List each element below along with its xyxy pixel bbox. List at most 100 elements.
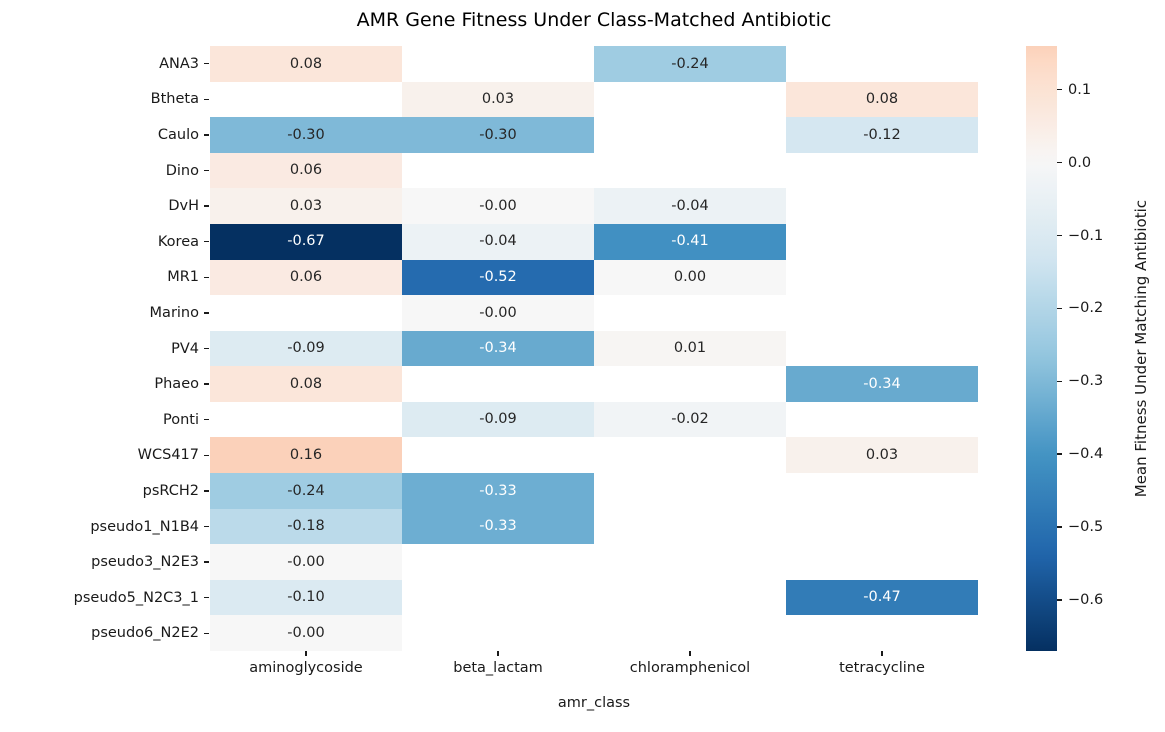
- row-label-row: MR1: [0, 260, 209, 296]
- heatmap-cell: 0.06: [210, 259, 402, 296]
- row-label: pseudo6_N2E2: [91, 625, 199, 642]
- y-axis-labels: ANA3 Btheta Caulo Dino DvH Korea MR1 Marino PV4 P…: [0, 46, 209, 651]
- colorbar-tick: 0.1: [1057, 82, 1091, 98]
- row-label-row: Ponti: [0, 402, 209, 438]
- row-label-row: Dino: [0, 153, 209, 189]
- row-label-row: Btheta: [0, 82, 209, 118]
- heatmap-cell: -0.00: [402, 188, 594, 224]
- heatmap-cell: [594, 366, 786, 402]
- heatmap-cell: -0.33: [402, 508, 594, 545]
- colorbar-ticks: 0.1 0.0 −0.1 −0.2 −0.3 −0.4 −0.5 −0.6: [1057, 46, 1165, 651]
- row-label: Korea: [157, 233, 199, 250]
- heatmap-cell: [594, 81, 786, 118]
- colorbar-tick: −0.1: [1057, 228, 1103, 244]
- colorbar: [1026, 46, 1057, 651]
- heatmap-cell: -0.00: [402, 295, 594, 331]
- heatmap-cell: 0.03: [402, 81, 594, 118]
- colorbar-tick: −0.3: [1057, 373, 1103, 389]
- heatmap-cell: -0.12: [786, 117, 978, 153]
- heatmap-cell: [594, 117, 786, 153]
- x-tick: [689, 651, 691, 656]
- colorbar-tick-label: −0.3: [1068, 373, 1104, 390]
- heatmap-cell: -0.00: [210, 544, 402, 580]
- heatmap-cell: [594, 508, 786, 545]
- row-label: Caulo: [157, 126, 199, 143]
- row-label: pseudo3_N2E3: [91, 554, 199, 571]
- y-tick: [204, 312, 209, 314]
- heatmap-cell: 0.16: [210, 437, 402, 474]
- colorbar-label: Mean Fitness Under Matching Antibiotic: [1132, 199, 1150, 498]
- colorbar-tick: −0.6: [1057, 592, 1103, 608]
- colorbar-tick-mark: [1057, 453, 1062, 455]
- colorbar-tick-mark: [1057, 307, 1062, 310]
- row-label: PV4: [171, 340, 199, 357]
- y-tick: [204, 98, 209, 101]
- y-tick: [204, 241, 209, 243]
- row-label: pseudo5_N2C3_1: [73, 589, 199, 606]
- y-tick: [204, 632, 209, 634]
- colorbar-tick: −0.4: [1057, 446, 1103, 462]
- heatmap-cell: [210, 401, 402, 438]
- row-label-row: pseudo1_N1B4: [0, 509, 209, 545]
- column-label-col: chloramphenicol: [594, 651, 786, 691]
- heatmap-cell: -0.24: [210, 473, 402, 509]
- heatmap-cell: 0.08: [210, 366, 402, 402]
- row-label-row: Phaeo: [0, 366, 209, 402]
- column-label: tetracycline: [839, 660, 925, 676]
- heatmap-cell: [210, 81, 402, 118]
- row-label-row: pseudo6_N2E2: [0, 616, 209, 652]
- heatmap-cell: -0.00: [210, 615, 402, 651]
- heatmap-cell: -0.09: [210, 330, 402, 367]
- colorbar-tick-label: 0.0: [1068, 154, 1092, 171]
- heatmap-cell: [786, 508, 978, 545]
- heatmap-cell: [402, 366, 594, 402]
- y-tick: [204, 63, 209, 65]
- row-label: Btheta: [150, 91, 199, 108]
- heatmap-cell: [594, 152, 786, 189]
- colorbar-label-wrap: Mean Fitness Under Matching Antibiotic: [1120, 46, 1162, 651]
- colorbar-tick-label: −0.1: [1068, 227, 1104, 244]
- colorbar-tick-label: 0.1: [1068, 81, 1092, 98]
- heatmap-cell: -0.30: [402, 117, 594, 153]
- colorbar-tick-label: −0.2: [1068, 300, 1104, 317]
- row-label-row: pseudo3_N2E3: [0, 544, 209, 580]
- heatmap-cell: [786, 259, 978, 296]
- heatmap-cell: 0.08: [786, 81, 978, 118]
- heatmap-cell: [594, 615, 786, 651]
- row-label-row: ANA3: [0, 46, 209, 82]
- colorbar-tick-label: −0.5: [1068, 519, 1104, 536]
- heatmap: 0.08 -0.24 0.03 0.08 -0.30 -0.30 -0.12 0.06 0.03…: [210, 46, 978, 651]
- heatmap-cell: -0.04: [594, 188, 786, 224]
- x-axis-labels: aminoglycoside beta_lactam chloramphenicol…: [210, 651, 978, 691]
- heatmap-cell: [210, 295, 402, 331]
- heatmap-cell: [786, 473, 978, 509]
- heatmap-cell: [786, 46, 978, 82]
- x-tick: [497, 651, 499, 656]
- colorbar-tick-mark: [1057, 234, 1062, 237]
- heatmap-cell: [402, 615, 594, 651]
- heatmap-cell: -0.41: [594, 223, 786, 260]
- heatmap-cell: 0.03: [210, 188, 402, 224]
- heatmap-cell: -0.04: [402, 223, 594, 260]
- row-label-row: Caulo: [0, 117, 209, 153]
- row-label-row: WCS417: [0, 438, 209, 474]
- x-axis-title: amr_class: [557, 695, 631, 711]
- heatmap-cell: 0.01: [594, 330, 786, 367]
- heatmap-cell: [594, 579, 786, 616]
- heatmap-cell: -0.02: [594, 401, 786, 438]
- heatmap-cell: -0.52: [402, 259, 594, 296]
- heatmap-cell: 0.06: [210, 152, 402, 189]
- colorbar-tick-mark: [1057, 89, 1062, 91]
- row-label: DvH: [168, 198, 199, 215]
- heatmap-cell: -0.34: [786, 366, 978, 402]
- heatmap-cell: [786, 223, 978, 260]
- heatmap-cell: [594, 544, 786, 580]
- y-tick: [204, 276, 209, 279]
- heatmap-cell: -0.30: [210, 117, 402, 153]
- x-tick: [881, 651, 883, 656]
- colorbar-tick-label: −0.6: [1068, 591, 1104, 608]
- y-tick: [204, 454, 209, 457]
- row-label: Marino: [149, 304, 199, 321]
- heatmap-cell: [402, 579, 594, 616]
